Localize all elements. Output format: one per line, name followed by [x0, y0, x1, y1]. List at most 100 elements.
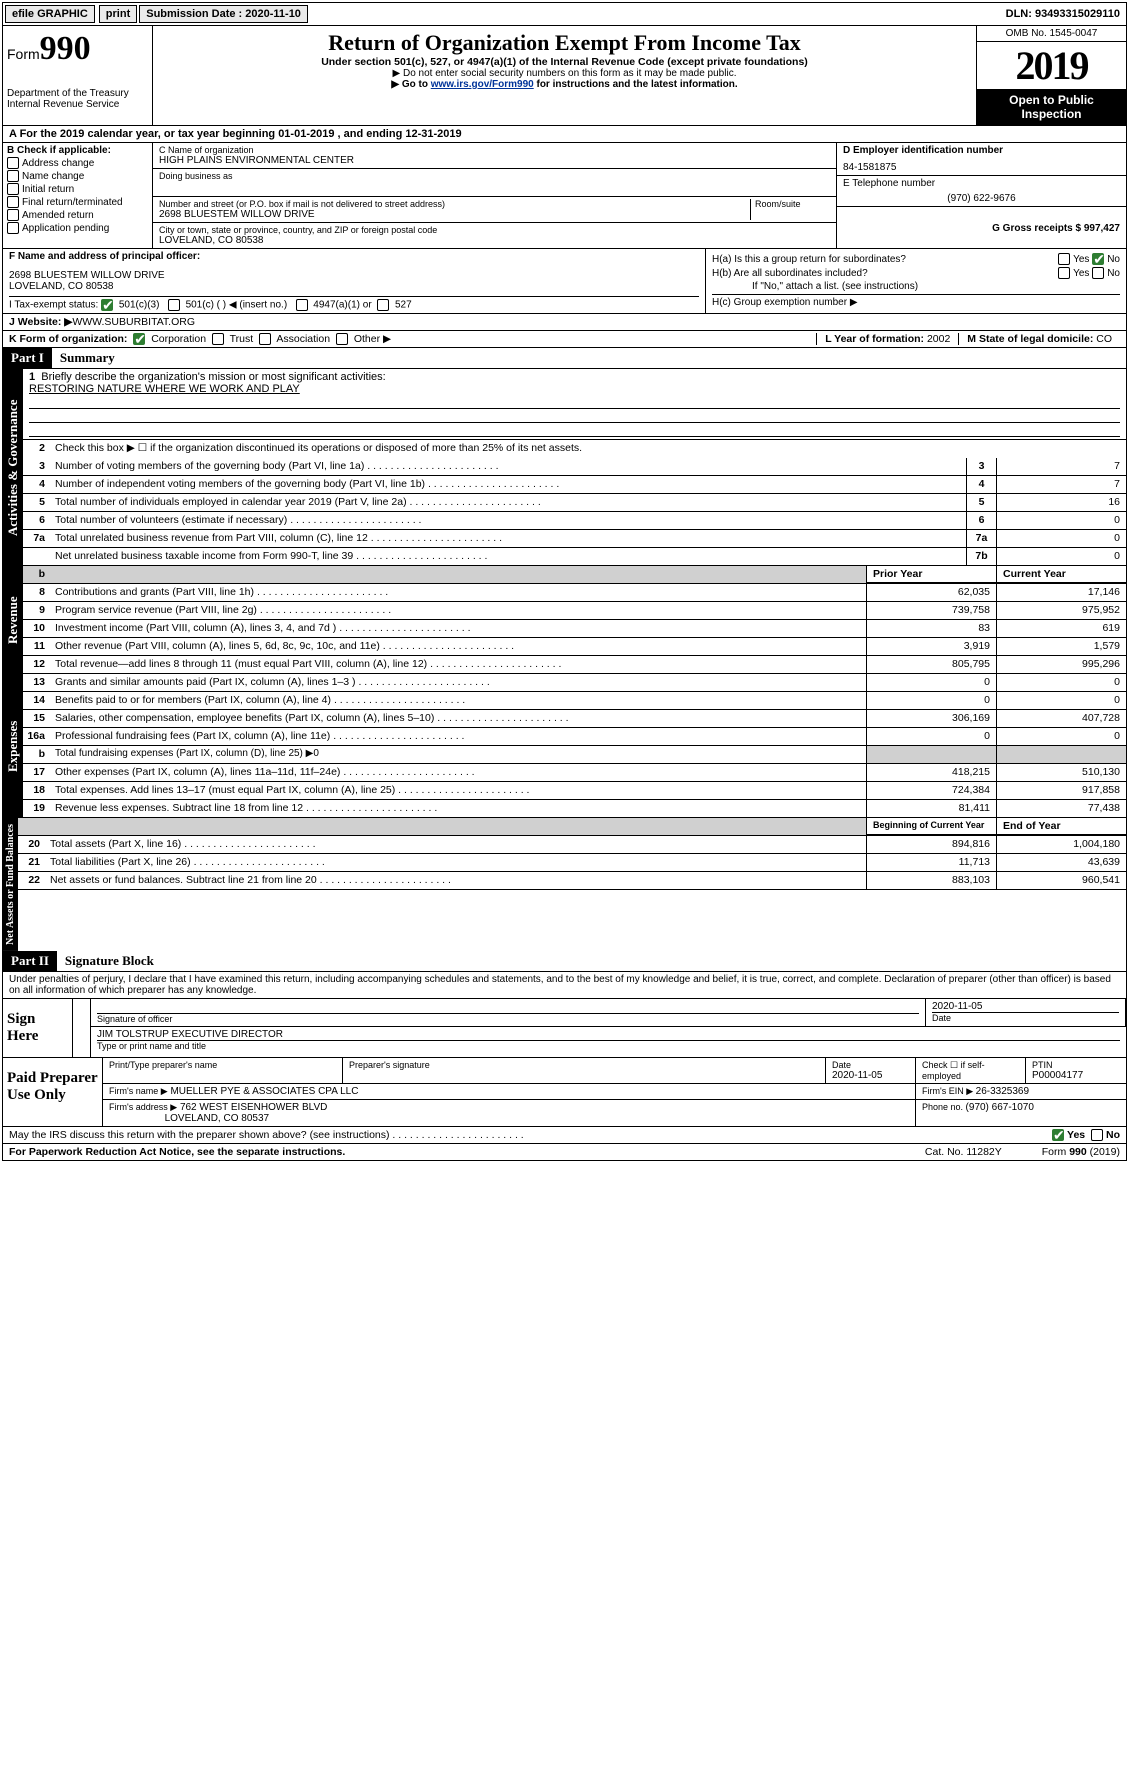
chk-4947[interactable] — [296, 299, 308, 311]
chk-name-change[interactable]: Name change — [7, 170, 148, 182]
org-name-label: C Name of organization — [159, 145, 830, 155]
chk-initial-return[interactable]: Initial return — [7, 183, 148, 195]
tab-net-assets: Net Assets or Fund Balances — [3, 818, 18, 951]
note-1: ▶ Do not enter social security numbers o… — [157, 68, 972, 79]
tax-year: 2019 — [977, 42, 1126, 89]
col-c-org-info: C Name of organization HIGH PLAINS ENVIR… — [153, 143, 836, 248]
chk-501c3[interactable] — [101, 299, 113, 311]
hb-no[interactable] — [1092, 267, 1104, 279]
h-if-no: If "No," attach a list. (see instruction… — [712, 281, 1120, 292]
officer-signature-field[interactable]: Signature of officer — [91, 999, 926, 1026]
officer-name: JIM TOLSTRUP EXECUTIVE DIRECTOR — [97, 1029, 1120, 1040]
col-d-to-g: D Employer identification number 84-1581… — [836, 143, 1126, 248]
row-j-website: J Website: ▶ WWW.SUBURBITAT.ORG — [3, 314, 1126, 331]
chk-527[interactable] — [377, 299, 389, 311]
prep-date: 2020-11-05 — [832, 1070, 909, 1081]
firm-addr2: LOVELAND, CO 80537 — [165, 1113, 270, 1124]
instructions-link[interactable]: www.irs.gov/Form990 — [431, 79, 534, 90]
rev-line-8: 8Contributions and grants (Part VIII, li… — [23, 584, 1126, 602]
omb-number: OMB No. 1545-0047 — [977, 26, 1126, 42]
discuss-row: May the IRS discuss this return with the… — [3, 1127, 1126, 1144]
chk-other[interactable] — [336, 333, 348, 345]
part1-revenue: Revenue bPrior YearCurrent Year 8Contrib… — [3, 566, 1126, 674]
chk-amended-return[interactable]: Amended return — [7, 209, 148, 221]
self-employed-chk[interactable]: Check ☐ if self-employed — [916, 1058, 1026, 1083]
ha-yes[interactable] — [1058, 253, 1070, 265]
header-mid: Return of Organization Exempt From Incom… — [153, 26, 976, 125]
org-name: HIGH PLAINS ENVIRONMENTAL CENTER — [159, 155, 830, 166]
row-i: I Tax-exempt status: 501(c)(3) 501(c) ( … — [9, 296, 699, 311]
discuss-no[interactable] — [1091, 1129, 1103, 1141]
exp-line-13: 13Grants and similar amounts paid (Part … — [23, 674, 1126, 692]
h-c-label: H(c) Group exemption number ▶ — [712, 294, 1120, 308]
row-k-org-form: K Form of organization: Corporation Trus… — [3, 331, 1126, 348]
firm-name: MUELLER PYE & ASSOCIATES CPA LLC — [170, 1086, 358, 1097]
gov-line-4: 4Number of independent voting members of… — [23, 476, 1126, 494]
part1-expenses: Expenses 13Grants and similar amounts pa… — [3, 674, 1126, 818]
phone-value: (970) 622-9676 — [843, 189, 1120, 204]
part1-net-assets: Net Assets or Fund Balances Beginning of… — [3, 818, 1126, 951]
form-990-page: efile GRAPHIC print Submission Date : 20… — [2, 2, 1127, 1161]
rev-line-11: 11Other revenue (Part VIII, column (A), … — [23, 638, 1126, 656]
year-formation: 2002 — [927, 333, 950, 345]
note-2: ▶ Go to www.irs.gov/Form990 for instruct… — [157, 79, 972, 90]
state-domicile: CO — [1096, 333, 1112, 345]
net-line-21: 21Total liabilities (Part X, line 26)11,… — [18, 854, 1126, 872]
exp-line-15: 15Salaries, other compensation, employee… — [23, 710, 1126, 728]
chk-address-change[interactable]: Address change — [7, 157, 148, 169]
begin-year-hdr: Beginning of Current Year — [866, 818, 996, 835]
footer-left: For Paperwork Reduction Act Notice, see … — [9, 1146, 885, 1158]
discuss-yes[interactable] — [1052, 1129, 1064, 1141]
exp-line-18: 18Total expenses. Add lines 13–17 (must … — [23, 782, 1126, 800]
street-address: 2698 BLUESTEM WILLOW DRIVE — [159, 209, 750, 220]
city-state-zip: LOVELAND, CO 80538 — [159, 235, 830, 246]
part-1-header: Part I Summary — [3, 348, 1126, 369]
dept-label: Department of the Treasury — [7, 88, 148, 99]
net-line-22: 22Net assets or fund balances. Subtract … — [18, 872, 1126, 890]
prep-name-hdr: Print/Type preparer's name — [109, 1060, 336, 1070]
exp-line-17: 17Other expenses (Part IX, column (A), l… — [23, 764, 1126, 782]
gov-line-6: 6Total number of volunteers (estimate if… — [23, 512, 1126, 530]
website-value: WWW.SUBURBITAT.ORG — [72, 316, 195, 328]
ha-no[interactable] — [1092, 253, 1104, 265]
room-label: Room/suite — [755, 199, 830, 209]
chk-corporation[interactable] — [133, 333, 145, 345]
col-f-officer: F Name and address of principal officer:… — [3, 249, 706, 313]
chk-association[interactable] — [259, 333, 271, 345]
gross-receipts-row: G Gross receipts $ 997,427 — [837, 207, 1126, 236]
chk-501c[interactable] — [168, 299, 180, 311]
tab-expenses: Expenses — [3, 674, 23, 818]
firm-phone: (970) 667-1070 — [966, 1102, 1034, 1113]
phone-row: E Telephone number (970) 622-9676 — [837, 176, 1126, 207]
header-left: Form990 Department of the Treasury Inter… — [3, 26, 153, 125]
open-public: Open to Public Inspection — [977, 89, 1126, 125]
rev-line-10: 10Investment income (Part VIII, column (… — [23, 620, 1126, 638]
tab-governance: Activities & Governance — [3, 369, 23, 566]
print-button[interactable]: print — [99, 5, 137, 23]
header-right: OMB No. 1545-0047 2019 Open to Public In… — [976, 26, 1126, 125]
firm-addr1: 762 WEST EISENHOWER BLVD — [180, 1102, 327, 1113]
addr-label: Number and street (or P.O. box if mail i… — [159, 199, 750, 209]
footer-mid: Cat. No. 11282Y — [885, 1146, 1042, 1158]
page-footer: For Paperwork Reduction Act Notice, see … — [3, 1144, 1126, 1160]
city-label: City or town, state or province, country… — [159, 225, 830, 235]
chk-trust[interactable] — [212, 333, 224, 345]
ptin: P00004177 — [1032, 1070, 1120, 1081]
chk-application-pending[interactable]: Application pending — [7, 222, 148, 234]
sign-here-label: Sign Here — [3, 999, 73, 1057]
h-b-label: H(b) Are all subordinates included? — [712, 268, 1058, 279]
ein-value: 84-1581875 — [843, 156, 1120, 173]
part1-governance: Activities & Governance 1 Briefly descri… — [3, 369, 1126, 566]
gov-line-7a: 7aTotal unrelated business revenue from … — [23, 530, 1126, 548]
tab-revenue: Revenue — [3, 566, 23, 674]
mission-text: RESTORING NATURE WHERE WE WORK AND PLAY — [29, 383, 1120, 395]
exp-line-14: 14Benefits paid to or for members (Part … — [23, 692, 1126, 710]
line-2: Check this box ▶ ☐ if the organization d… — [51, 440, 1126, 458]
dba-label: Doing business as — [159, 171, 830, 181]
hb-yes[interactable] — [1058, 267, 1070, 279]
chk-final-return[interactable]: Final return/terminated — [7, 196, 148, 208]
gov-line-3: 3Number of voting members of the governi… — [23, 458, 1126, 476]
dln-label: DLN: 93493315029110 — [1000, 6, 1126, 22]
col-h-group: H(a) Is this a group return for subordin… — [706, 249, 1126, 313]
efile-label: efile GRAPHIC — [5, 5, 95, 23]
